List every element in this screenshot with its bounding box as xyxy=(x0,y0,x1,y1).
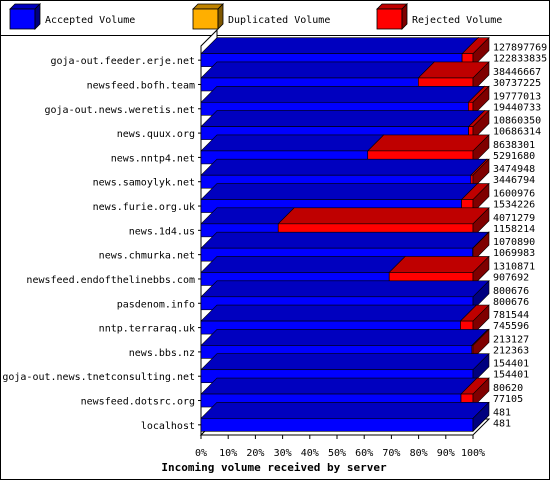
value-label-incoming: 154401 xyxy=(493,359,529,370)
x-tick-label: 0% xyxy=(195,448,207,459)
x-tick-label: 50% xyxy=(328,448,346,459)
value-label-accepted: 122833835 xyxy=(493,54,547,65)
category-label: news.1d4.us xyxy=(129,226,195,237)
x-tick-label: 70% xyxy=(382,448,400,459)
category-label: nntp.terraraq.uk xyxy=(99,324,195,335)
value-label-incoming: 481 xyxy=(493,407,511,418)
value-label-incoming: 1310871 xyxy=(493,261,535,272)
x-tick-label: 60% xyxy=(355,448,373,459)
category-label: news.chmurka.net xyxy=(99,251,195,262)
value-label-accepted: 1158214 xyxy=(493,224,535,235)
x-tick-label: 10% xyxy=(219,448,237,459)
value-label-incoming: 19777013 xyxy=(493,91,541,102)
value-label-incoming: 127897769 xyxy=(493,43,547,54)
value-label-incoming: 213127 xyxy=(493,334,529,345)
category-label: news.samoylyk.net xyxy=(93,178,195,189)
bar-rejected-volume xyxy=(467,85,490,117)
legend-label: Rejected Volume xyxy=(412,15,502,26)
legend-label: Accepted Volume xyxy=(45,15,135,26)
value-label-incoming: 1070890 xyxy=(493,237,535,248)
legend-swatch xyxy=(376,8,403,30)
bar-rejected-volume xyxy=(460,377,490,408)
x-tick-label: 80% xyxy=(410,448,428,459)
legend-item: Accepted Volume xyxy=(9,3,135,30)
legend-swatch-side xyxy=(34,3,41,30)
bar-accepted-volume xyxy=(200,401,490,433)
bar-rejected-volume xyxy=(460,182,490,214)
legend-swatch-side xyxy=(401,3,408,30)
legend-item: Duplicated Volume xyxy=(192,3,330,30)
legend: Accepted Volume Duplicated Volume Rejected… xyxy=(9,3,502,30)
category-label: goja-out.news.tnetconsulting.net xyxy=(2,372,195,383)
value-label-accepted: 154401 xyxy=(493,370,529,381)
legend-item: Rejected Volume xyxy=(376,3,502,30)
value-label-accepted: 907692 xyxy=(493,272,529,283)
x-tick-label: 30% xyxy=(274,448,292,459)
legend-swatch-side xyxy=(217,3,224,30)
category-label: goja-out.feeder.erje.net xyxy=(51,56,196,67)
category-label: newsfeed.bofh.team xyxy=(87,80,195,91)
category-label: localhost xyxy=(141,421,195,432)
value-label-incoming: 1600976 xyxy=(493,189,535,200)
chart-bars xyxy=(200,36,490,433)
x-tick-labels: 0% 10% 20% 30% 40% 50% 60% 70% 80% 90% 100% xyxy=(195,435,485,459)
value-label-accepted: 10686314 xyxy=(493,127,541,138)
category-label: newsfeed.dotsrc.org xyxy=(81,397,195,408)
value-label-incoming: 3474948 xyxy=(493,164,535,175)
legend-label: Duplicated Volume xyxy=(228,15,330,26)
value-label-accepted: 1534226 xyxy=(493,200,535,211)
value-label-accepted: 800676 xyxy=(493,297,529,308)
legend-divider xyxy=(1,35,549,36)
bar-rejected-volume xyxy=(470,158,490,189)
value-label-incoming: 80620 xyxy=(493,383,523,394)
value-label-incoming: 10860350 xyxy=(493,116,541,127)
x-tick-label: 100% xyxy=(461,448,485,459)
value-label-accepted: 30737225 xyxy=(493,78,541,89)
category-labels: goja-out.feeder.erje.net newsfeed.bofh.te… xyxy=(2,56,201,432)
value-label-accepted: 19440733 xyxy=(493,102,541,113)
category-label: news.furie.org.uk xyxy=(93,202,195,213)
value-label-incoming: 4071279 xyxy=(493,213,535,224)
value-label-incoming: 800676 xyxy=(493,286,529,297)
category-label: goja-out.news.weretis.net xyxy=(44,105,195,116)
category-label: news.nntp4.net xyxy=(111,153,195,164)
category-label: pasdenom.info xyxy=(117,299,195,310)
category-label: news.quux.org xyxy=(117,129,195,140)
value-label-accepted: 745596 xyxy=(493,321,529,332)
legend-swatch xyxy=(192,8,219,30)
x-tick-label: 40% xyxy=(301,448,319,459)
value-label-incoming: 781544 xyxy=(493,310,529,321)
category-label: newsfeed.endofthelinebbs.com xyxy=(26,275,195,286)
value-label-accepted: 1069983 xyxy=(493,248,535,259)
value-label-accepted: 5291680 xyxy=(493,151,535,162)
value-label-accepted: 481 xyxy=(493,418,511,429)
x-tick-label: 20% xyxy=(246,448,264,459)
value-label-incoming: 38446667 xyxy=(493,67,541,78)
x-tick-label: 90% xyxy=(437,448,455,459)
value-label-accepted: 3446794 xyxy=(493,175,535,186)
legend-swatch xyxy=(9,8,36,30)
value-label-incoming: 8638301 xyxy=(493,140,535,151)
value-label-accepted: 77105 xyxy=(493,394,523,405)
value-label-accepted: 212363 xyxy=(493,345,529,356)
category-label: news.bbs.nz xyxy=(129,348,195,359)
x-axis-label: Incoming volume received by server xyxy=(161,461,387,474)
